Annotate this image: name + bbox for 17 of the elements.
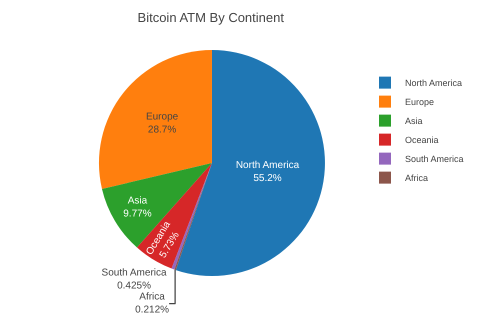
chart-title: Bitcoin ATM By Continent xyxy=(138,10,284,25)
data-label: 0.212% xyxy=(135,304,170,316)
legend-label: Oceania xyxy=(405,135,439,146)
slice-label: Asia xyxy=(128,196,148,207)
slice-label: South America xyxy=(102,268,167,279)
data-label: 9.77% xyxy=(123,208,152,220)
slice-label: Europe xyxy=(146,112,179,123)
slice-label: North America xyxy=(236,160,300,172)
legend-label: Europe xyxy=(405,97,434,108)
data-label: 28.7% xyxy=(148,124,176,136)
legend-label: Asia xyxy=(405,116,423,126)
legend-label: Africa xyxy=(405,173,428,184)
legend-label: South America xyxy=(405,154,464,164)
legend-label: North America xyxy=(405,78,462,88)
slice-label: Africa xyxy=(139,292,166,303)
data-label: 0.425% xyxy=(117,280,152,292)
data-label: 55.2% xyxy=(253,173,282,184)
